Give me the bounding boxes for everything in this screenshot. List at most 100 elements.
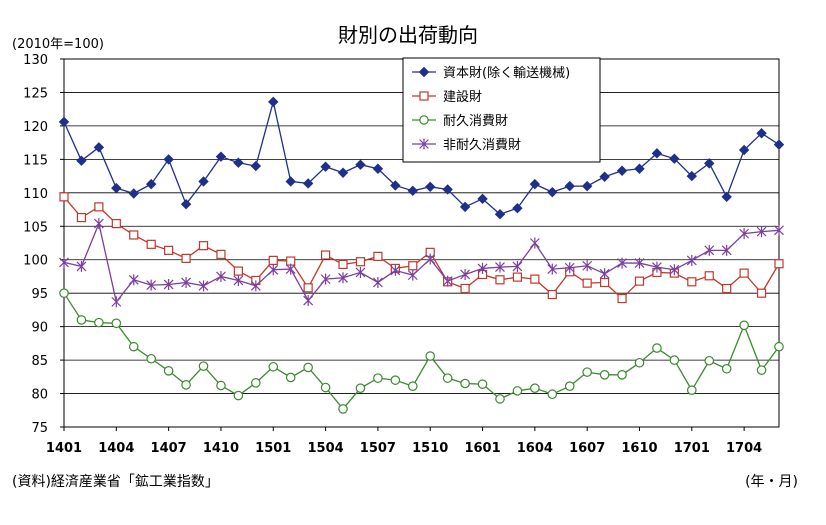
- legend-marker: [419, 91, 429, 101]
- data-point: [704, 271, 714, 281]
- y-tick-label: 95: [31, 287, 48, 302]
- chart-title: 財別の出荷動向: [338, 23, 478, 47]
- data-point: [303, 283, 313, 293]
- data-point: [425, 351, 436, 361]
- data-point: [198, 241, 209, 251]
- data-point: [128, 188, 139, 199]
- legend-label: 非耐久消費財: [443, 138, 521, 153]
- data-point: [180, 198, 192, 210]
- x-tick-label: 1704: [726, 441, 762, 456]
- data-point: [302, 178, 314, 189]
- data-point: [495, 394, 505, 404]
- data-point: [268, 264, 279, 276]
- data-point: [774, 224, 784, 236]
- x-tick-label: 1401: [46, 441, 82, 456]
- legend-item: 耐久消費財: [412, 114, 508, 129]
- data-point: [250, 160, 262, 172]
- x-tick-label: 1701: [674, 441, 710, 456]
- data-point: [547, 263, 558, 275]
- data-point: [268, 361, 279, 372]
- data-point: [547, 389, 558, 400]
- data-point: [564, 381, 575, 391]
- x-tick-label: 1601: [464, 441, 500, 456]
- data-point: [530, 383, 540, 393]
- data-point: [460, 378, 470, 389]
- series-line: [63, 221, 780, 304]
- data-point: [111, 296, 122, 308]
- data-point: [530, 274, 540, 284]
- data-point: [146, 353, 156, 364]
- data-point: [756, 128, 767, 139]
- data-point: [425, 253, 436, 265]
- data-point: [477, 379, 488, 389]
- data-point: [704, 244, 715, 256]
- data-point: [163, 278, 174, 290]
- legend-label: 資本財(除く輸送機械): [443, 66, 570, 81]
- data-point: [756, 365, 767, 375]
- series-1: [58, 96, 785, 220]
- data-point: [617, 370, 627, 380]
- data-point: [617, 257, 627, 269]
- data-point: [198, 280, 209, 292]
- data-point: [652, 343, 662, 353]
- data-point: [581, 180, 593, 192]
- data-point: [686, 254, 697, 266]
- data-point: [547, 186, 558, 198]
- data-point: [442, 373, 453, 383]
- data-point: [111, 182, 122, 194]
- data-point: [599, 268, 610, 280]
- axis-ticks: 75 80 85 90 95 100 105 110 115 120 125 130 1401 1404 1…: [23, 53, 762, 456]
- data-point: [198, 176, 209, 187]
- data-point: [111, 318, 122, 329]
- data-point: [617, 293, 627, 304]
- y-tick-label: 90: [31, 321, 48, 336]
- data-point: [442, 184, 453, 195]
- data-point: [372, 163, 384, 174]
- data-point: [285, 372, 296, 383]
- data-point: [76, 212, 87, 223]
- data-point: [582, 367, 592, 377]
- legend-label: 耐久消費財: [443, 114, 508, 129]
- data-point: [250, 280, 261, 292]
- data-point: [512, 260, 523, 272]
- data-point: [373, 373, 383, 383]
- data-point: [390, 180, 401, 191]
- legend-marker: [419, 138, 429, 150]
- data-point: [93, 218, 104, 230]
- data-point: [181, 253, 191, 263]
- data-point: [355, 159, 366, 170]
- data-point: [198, 361, 209, 371]
- data-point: [372, 276, 383, 288]
- data-point: [146, 279, 157, 291]
- data-point: [547, 289, 557, 300]
- data-point: [774, 341, 784, 352]
- data-point: [459, 201, 471, 213]
- legend-marker: [419, 115, 429, 125]
- data-point: [390, 264, 401, 276]
- data-point: [128, 341, 139, 352]
- y-tick-label: 85: [31, 354, 48, 369]
- data-point: [128, 274, 139, 286]
- data-point: [268, 255, 278, 265]
- data-point: [233, 274, 244, 286]
- data-point: [407, 269, 418, 281]
- x-tick-label: 1604: [517, 441, 553, 456]
- y-tick-label: 125: [23, 86, 48, 101]
- data-point: [756, 226, 767, 238]
- data-point: [669, 153, 680, 164]
- data-point: [495, 261, 505, 273]
- x-tick-label: 1610: [621, 441, 657, 456]
- data-point: [407, 381, 418, 391]
- data-point: [773, 139, 785, 150]
- data-point: [442, 275, 453, 287]
- data-point: [686, 170, 698, 182]
- y-tick-label: 115: [23, 153, 48, 168]
- data-point: [320, 382, 331, 393]
- data-point: [94, 202, 104, 212]
- x-tick-label: 1507: [360, 441, 396, 456]
- data-point: [338, 259, 348, 270]
- data-point: [303, 295, 314, 307]
- data-point: [355, 266, 366, 278]
- x-tick-label: 1404: [98, 441, 134, 456]
